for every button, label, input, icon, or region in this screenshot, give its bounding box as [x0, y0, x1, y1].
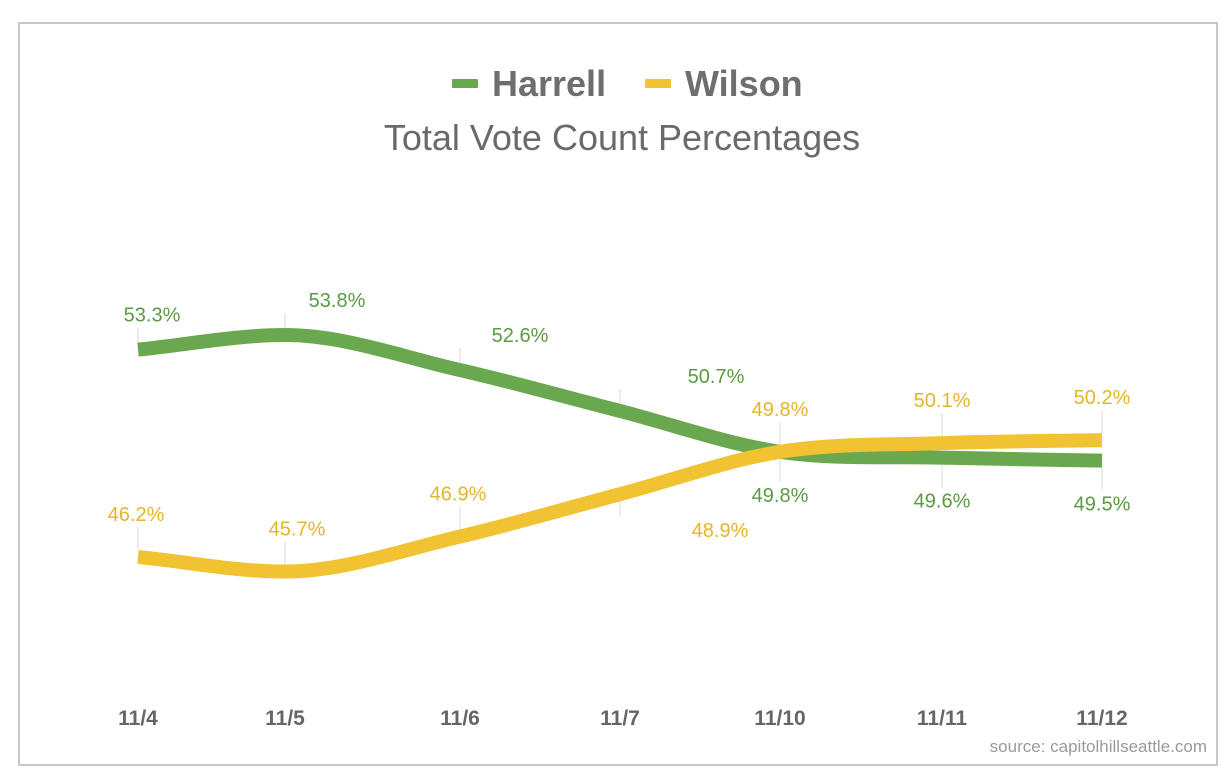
data-label-harrell: 53.8%: [309, 290, 366, 312]
data-label-wilson: 48.9%: [692, 520, 749, 542]
x-axis: 11/4 11/5 11/6 11/7 11/10 11/11 11/12: [118, 707, 1128, 730]
data-label-harrell: 49.6%: [914, 491, 971, 513]
legend-label-wilson: Wilson: [685, 63, 803, 104]
data-label-wilson: 45.7%: [269, 519, 326, 541]
chart-frame: [18, 22, 1218, 766]
data-labels: 53.3% 53.8% 52.6% 50.7% 49.8% 49.6% 49.5% 46.2%…: [108, 290, 1131, 542]
data-label-harrell: 50.7%: [688, 366, 745, 388]
data-label-wilson: 46.9%: [430, 484, 487, 506]
x-tick-label: 11/4: [118, 707, 158, 730]
data-label-harrell: 52.6%: [492, 325, 549, 347]
x-tick-label: 11/6: [440, 707, 480, 730]
x-tick-label: 11/10: [754, 707, 805, 730]
series-line-harrell: [137, 328, 1103, 468]
data-label-wilson: 50.2%: [1074, 387, 1131, 409]
data-label-wilson: 46.2%: [108, 504, 165, 526]
data-label-harrell: 53.3%: [124, 305, 181, 327]
label-leaders: [137, 313, 1103, 565]
x-tick-label: 11/12: [1076, 707, 1127, 730]
legend: Harrell Wilson: [452, 63, 803, 104]
data-label-wilson: 49.8%: [752, 399, 809, 421]
data-label-harrell: 49.8%: [752, 485, 809, 507]
legend-label-harrell: Harrell: [492, 63, 606, 104]
data-label-wilson: 50.1%: [914, 390, 971, 412]
legend-swatch-wilson: [645, 79, 671, 88]
legend-swatch-harrell: [452, 79, 478, 88]
x-tick-label: 11/11: [917, 707, 968, 730]
data-label-harrell: 49.5%: [1074, 494, 1131, 516]
series-line-wilson: [137, 433, 1103, 579]
chart-title: Total Vote Count Percentages: [384, 117, 860, 158]
x-tick-label: 11/5: [265, 707, 305, 730]
source-note: source: capitolhillseattle.com: [990, 737, 1207, 756]
x-tick-label: 11/7: [600, 707, 640, 730]
